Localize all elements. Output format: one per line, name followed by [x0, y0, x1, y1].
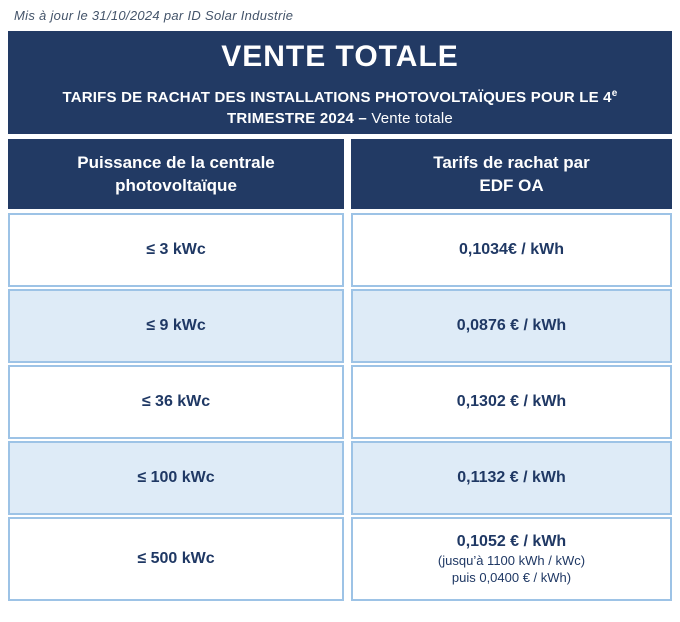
- table-row: ≤ 3 kWc 0,1034€ / kWh: [8, 213, 672, 287]
- tariff-note: puis 0,0400 € / kWh): [451, 570, 572, 585]
- tariff-note: (jusqu’à 1100 kWh / kWc): [437, 553, 586, 568]
- title-banner: VENTE TOTALE TARIFS DE RACHAT DES INSTAL…: [8, 31, 672, 134]
- tariff-cell: 0,1302 € / kWh: [351, 365, 672, 439]
- subtitle-line2-regular: Vente totale: [371, 110, 453, 127]
- power-cell: ≤ 36 kWc: [8, 365, 344, 439]
- tariff-cell: 0,0876 € / kWh: [351, 289, 672, 363]
- subtitle-superscript: e: [611, 88, 618, 99]
- power-cell: ≤ 9 kWc: [8, 289, 344, 363]
- tariff-cell: 0,1034€ / kWh: [351, 213, 672, 287]
- column-header-power: Puissance de la centrale photovoltaïque: [8, 139, 344, 209]
- subtitle-line2-bold: TRIMESTRE 2024 –: [227, 110, 372, 127]
- table-header-row: Puissance de la centrale photovoltaïque T…: [8, 139, 672, 209]
- tariff-cell: 0,1132 € / kWh: [351, 441, 672, 515]
- column-header-tariff: Tarifs de rachat par EDF OA: [351, 139, 672, 209]
- column-header-tariff-line2: EDF OA: [479, 176, 544, 195]
- column-header-power-line1: Puissance de la centrale: [77, 153, 275, 172]
- power-cell: ≤ 100 kWc: [8, 441, 344, 515]
- tariff-cell: 0,1052 € / kWh (jusqu’à 1100 kWh / kWc) …: [351, 517, 672, 601]
- table-row: ≤ 36 kWc 0,1302 € / kWh: [8, 365, 672, 439]
- column-header-power-line2: photovoltaïque: [115, 176, 237, 195]
- power-cell: ≤ 3 kWc: [8, 213, 344, 287]
- tariff-table: Puissance de la centrale photovoltaïque T…: [8, 139, 672, 601]
- table-row: ≤ 500 kWc 0,1052 € / kWh (jusqu’à 1100 k…: [8, 517, 672, 601]
- column-header-tariff-line1: Tarifs de rachat par: [433, 153, 590, 172]
- page-subtitle: TARIFS DE RACHAT DES INSTALLATIONS PHOTO…: [8, 83, 672, 129]
- power-cell: ≤ 500 kWc: [8, 517, 344, 601]
- tariff-main-value: 0,1052 € / kWh: [456, 533, 567, 550]
- update-note: Mis à jour le 31/10/2024 par ID Solar In…: [14, 8, 294, 23]
- subtitle-line1: TARIFS DE RACHAT DES INSTALLATIONS PHOTO…: [62, 89, 612, 106]
- table-row: ≤ 9 kWc 0,0876 € / kWh: [8, 289, 672, 363]
- table-row: ≤ 100 kWc 0,1132 € / kWh: [8, 441, 672, 515]
- page-title: VENTE TOTALE: [221, 40, 459, 73]
